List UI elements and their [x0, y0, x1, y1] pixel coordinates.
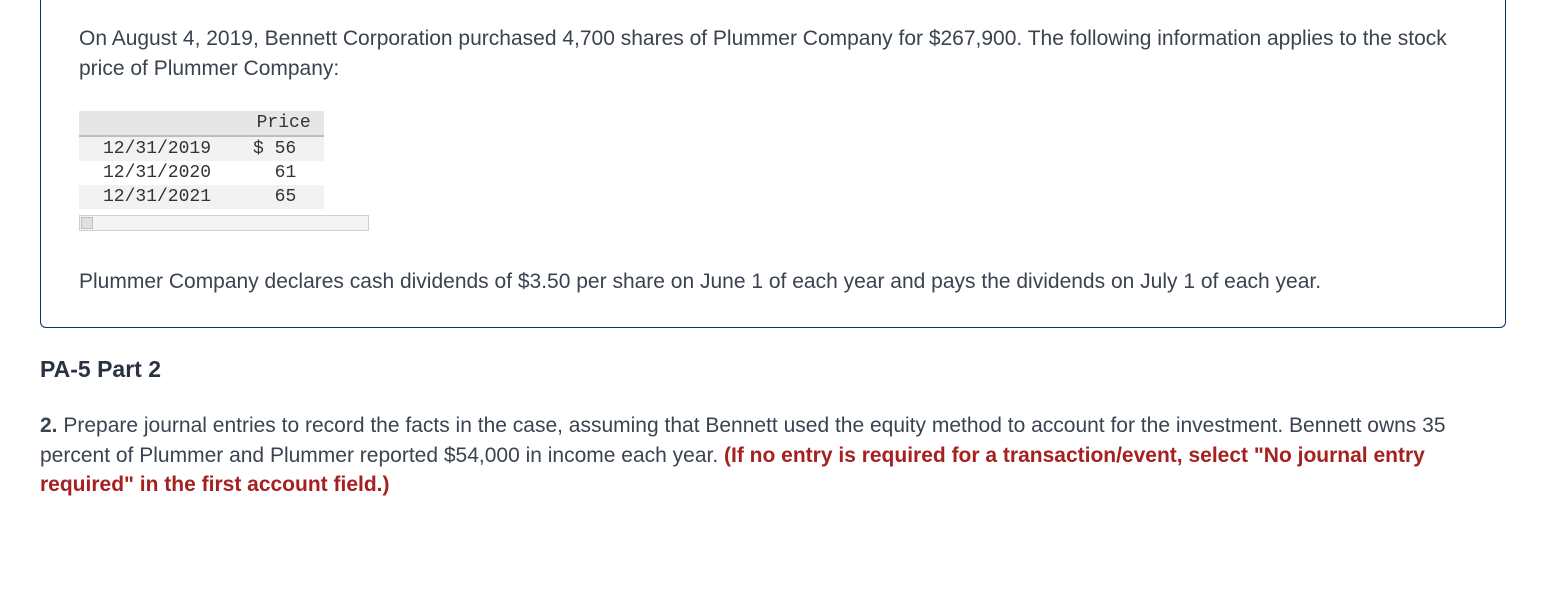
intro-paragraph: On August 4, 2019, Bennett Corporation p… — [79, 24, 1467, 85]
problem-statement-box: On August 4, 2019, Bennett Corporation p… — [40, 0, 1506, 328]
price-table: Price 12/31/2019 $ 56 12/31/2020 61 12/3… — [79, 111, 324, 209]
table-row: 12/31/2020 61 — [79, 161, 324, 185]
scrollbar-thumb[interactable] — [81, 217, 93, 229]
price-table-blank-header — [79, 111, 243, 136]
table-horizontal-scrollbar[interactable] — [79, 215, 369, 231]
table-row: 12/31/2019 $ 56 — [79, 136, 324, 161]
price-value-cell: 61 — [243, 161, 324, 185]
dividend-paragraph: Plummer Company declares cash dividends … — [79, 267, 1467, 297]
price-date-cell: 12/31/2021 — [79, 185, 243, 209]
price-value-cell: $ 56 — [243, 136, 324, 161]
question-number: 2. — [40, 414, 58, 437]
table-row: 12/31/2021 65 — [79, 185, 324, 209]
price-table-price-header: Price — [243, 111, 324, 136]
price-value-cell: 65 — [243, 185, 324, 209]
price-date-cell: 12/31/2019 — [79, 136, 243, 161]
question-paragraph: 2. Prepare journal entries to record the… — [40, 411, 1506, 499]
section-heading: PA-5 Part 2 — [40, 356, 1506, 383]
price-date-cell: 12/31/2020 — [79, 161, 243, 185]
price-table-container: Price 12/31/2019 $ 56 12/31/2020 61 12/3… — [79, 111, 1467, 231]
